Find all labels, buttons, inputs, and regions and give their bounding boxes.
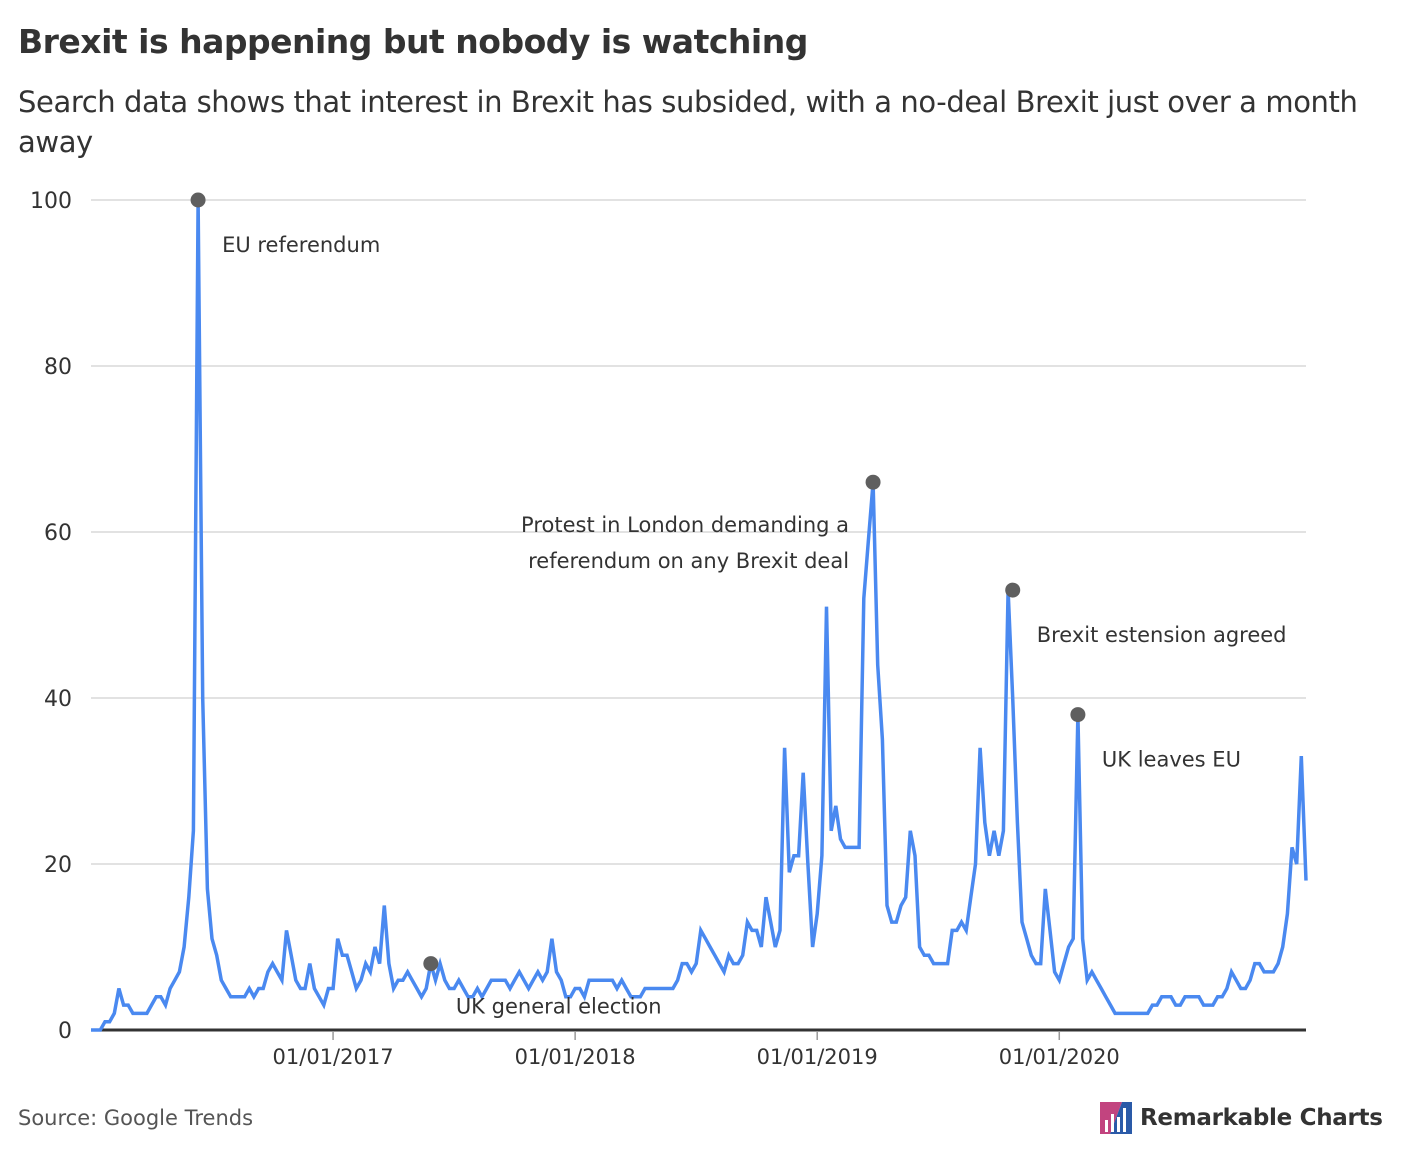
y-axis-ticks: 0 20 40 60 80 100 [30,189,72,1044]
annotation-marker [423,956,439,972]
gridlines [91,199,1306,865]
annotation-label: referendum on any Brexit deal [528,549,849,573]
annotation-label: Protest in London demanding a [521,513,849,537]
y-tick-label: 100 [30,189,72,214]
annotation-label: Brexit estension agreed [1037,623,1287,647]
x-tick-label: 01/01/2017 [273,1045,394,1069]
annotation-marker [190,192,206,208]
annotation-label: UK leaves EU [1102,748,1241,772]
y-tick-label: 80 [44,355,72,380]
annotation-marker [1005,582,1021,598]
chart-title: Brexit is happening but nobody is watchi… [18,22,808,61]
annotations: EU referendum UK general election Protest … [190,192,1287,1019]
y-tick-label: 20 [44,853,72,878]
annotation-marker [1070,707,1086,723]
source-note: Source: Google Trends [18,1106,254,1130]
annotation-marker [865,474,881,490]
series-group [91,199,1308,1032]
annotation-label: UK general election [456,995,662,1019]
x-tick-label: 01/01/2020 [999,1045,1120,1069]
series-line [91,199,1308,1032]
annotation-label: EU referendum [222,233,380,257]
y-tick-label: 40 [44,687,72,712]
y-tick-label: 0 [58,1019,72,1044]
brand-logo: Remarkable Charts [1100,1102,1383,1134]
chart-subtitle: Search data shows that interest in Brexi… [18,85,1358,159]
brand-name: Remarkable Charts [1140,1105,1383,1131]
bar-chart-logo-icon [1100,1102,1132,1134]
x-axis: 01/01/2017 01/01/2018 01/01/2019 01/01/2020 [91,1028,1306,1069]
x-tick-label: 01/01/2019 [757,1045,878,1069]
y-tick-label: 60 [44,521,72,546]
x-tick-label: 01/01/2018 [515,1045,636,1069]
